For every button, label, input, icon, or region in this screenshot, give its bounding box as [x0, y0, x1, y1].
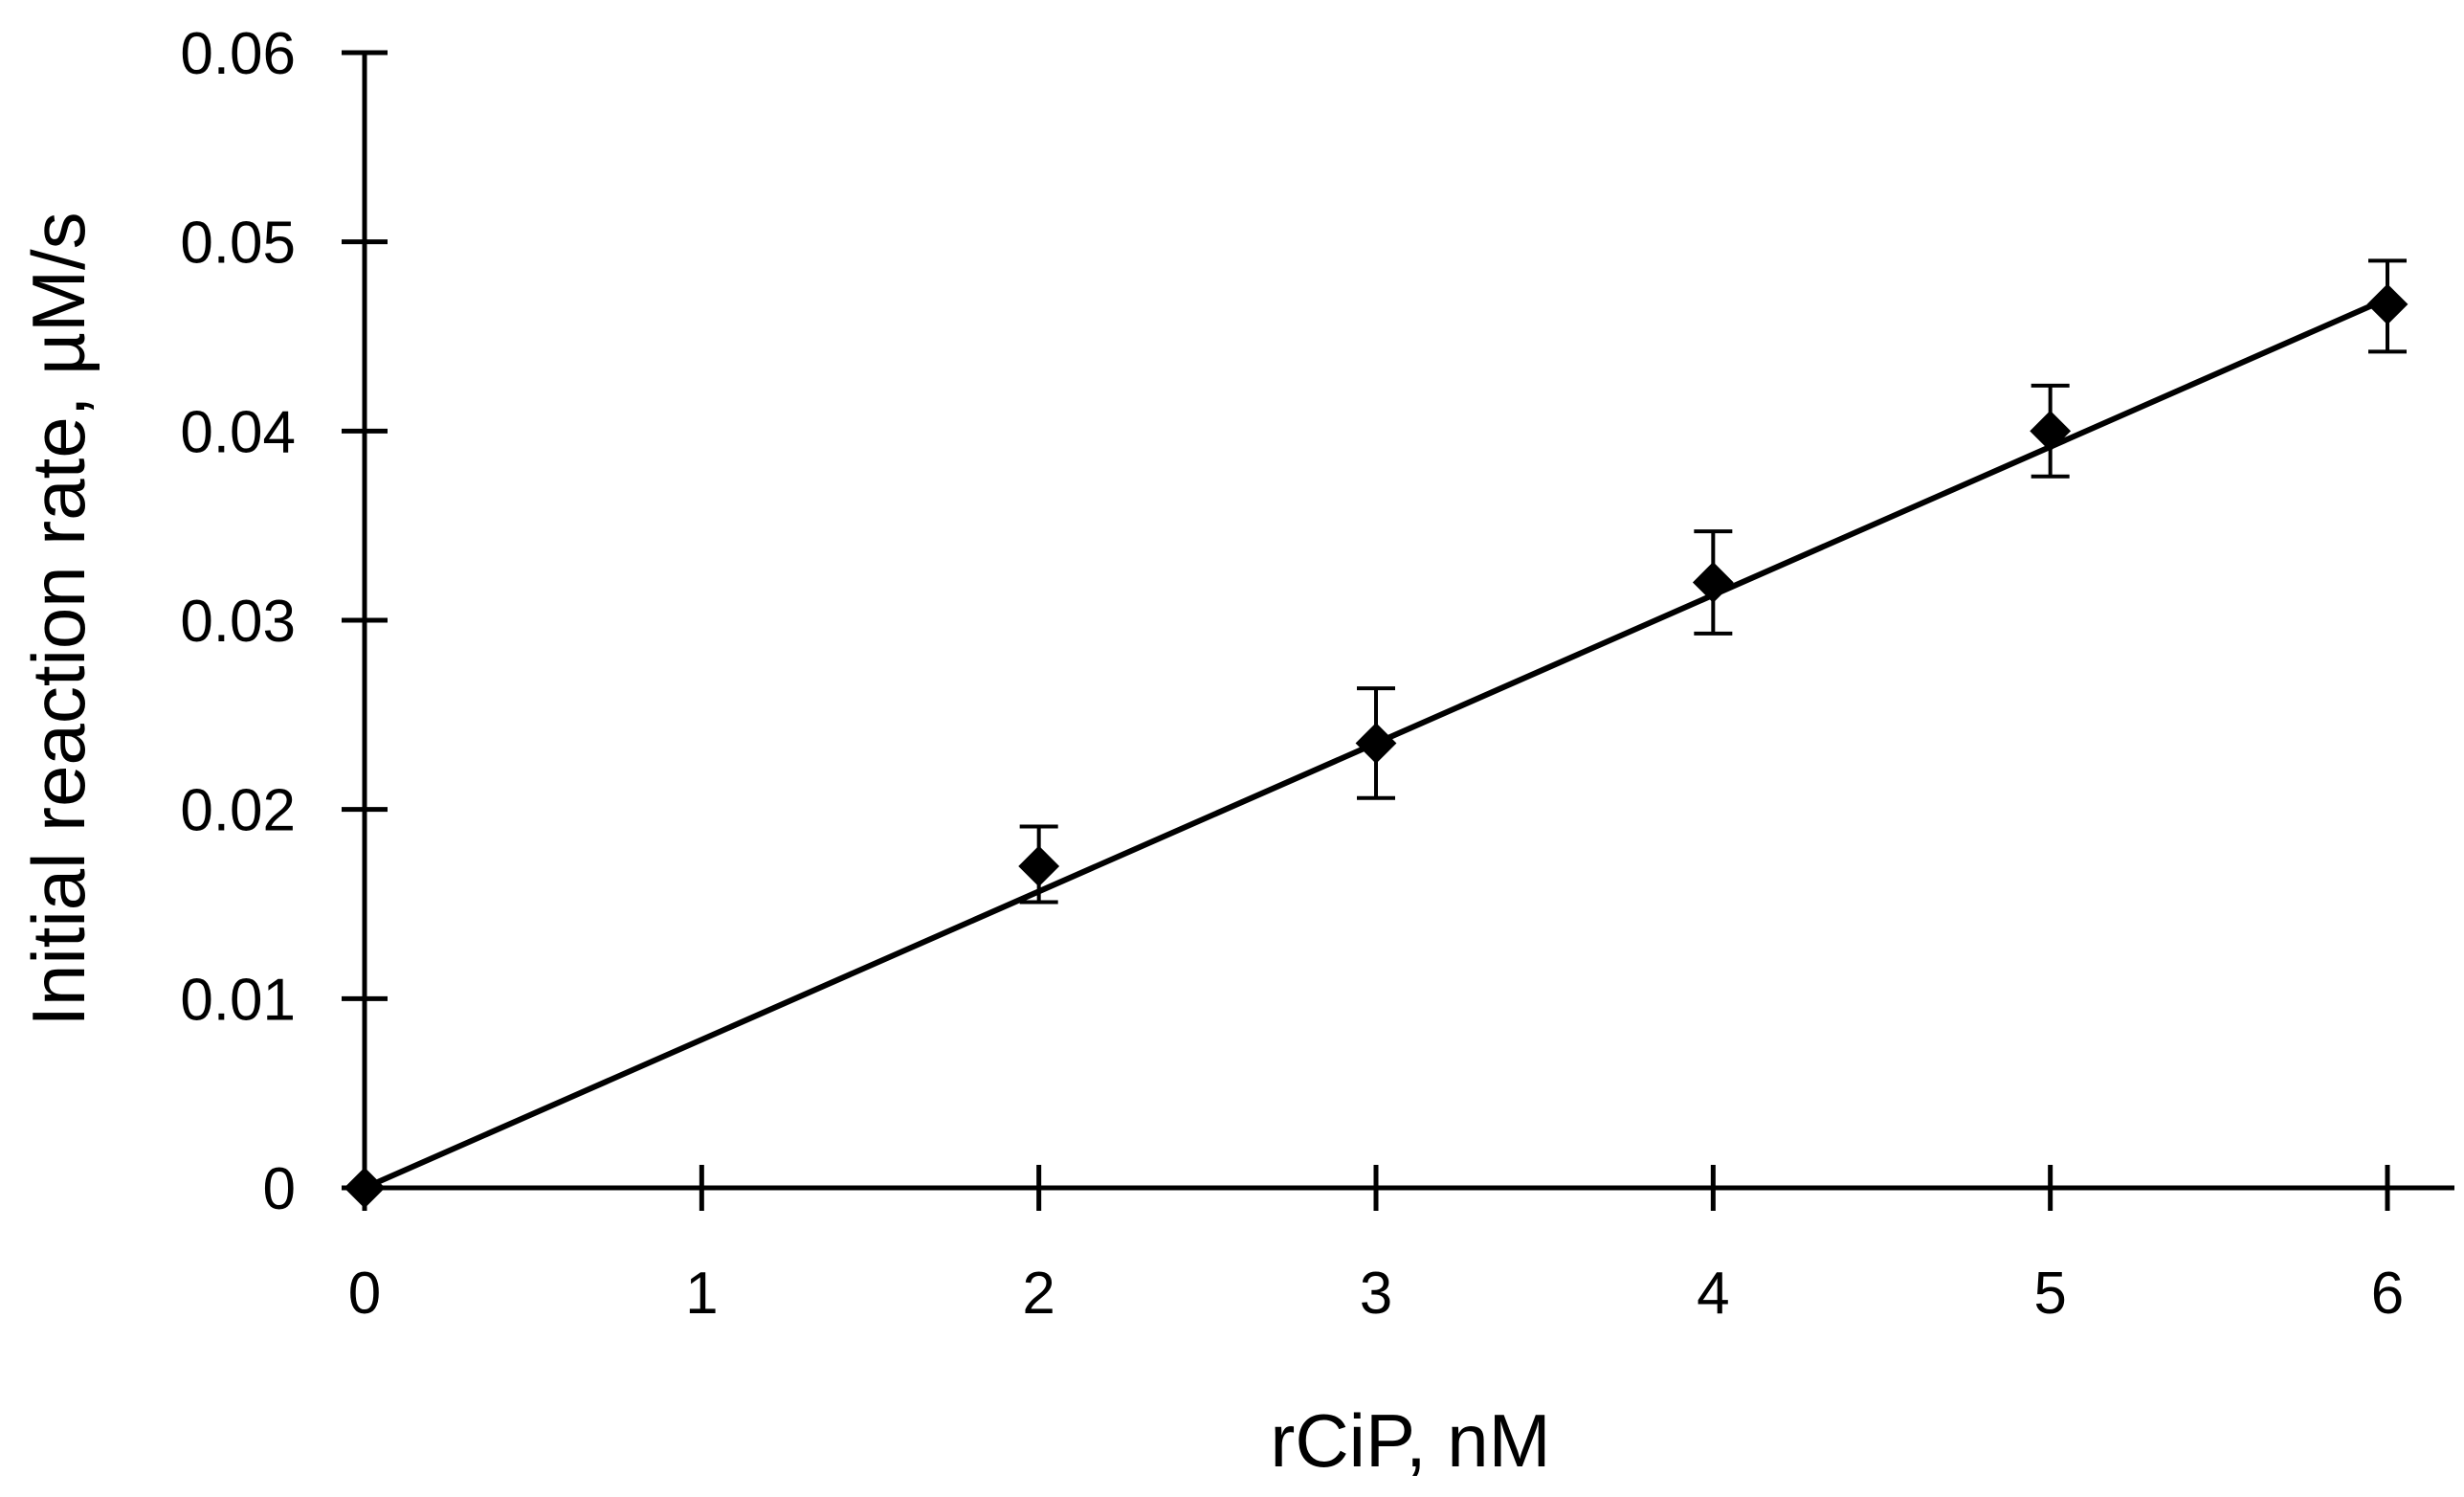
y-tick-label: 0.06 — [180, 21, 296, 87]
x-tick-label: 0 — [348, 1261, 381, 1327]
x-tick-label: 3 — [1360, 1261, 1392, 1327]
y-tick-label: 0.04 — [180, 399, 296, 465]
data-point — [1018, 845, 1060, 887]
y-tick-label: 0.02 — [180, 778, 296, 844]
x-tick-label: 5 — [2033, 1261, 2066, 1327]
y-tick-label: 0 — [263, 1156, 296, 1222]
axes: 0 0.01 0.02 0.03 0.04 0.05 0.06 0 1 2 3 4 5 6 — [180, 21, 2454, 1327]
y-tick-label: 0.01 — [180, 967, 296, 1033]
y-tick-label: 0.05 — [180, 211, 296, 277]
x-axis-title: rCiP, nM — [1270, 1398, 1550, 1483]
y-axis-title: Initial reaction rate, µM/s — [16, 212, 100, 1026]
data-point — [1692, 562, 1734, 603]
data-point — [1355, 723, 1397, 764]
data-point — [2030, 410, 2072, 452]
x-tick-label: 4 — [1697, 1261, 1729, 1327]
data-point — [2366, 283, 2409, 325]
data-point — [344, 1167, 386, 1209]
x-tick-label: 2 — [1022, 1261, 1054, 1327]
data-points — [344, 258, 2409, 1209]
x-tick-label: 6 — [2371, 1261, 2404, 1327]
x-tick-label: 1 — [685, 1261, 718, 1327]
y-tick-label: 0.03 — [180, 589, 296, 655]
